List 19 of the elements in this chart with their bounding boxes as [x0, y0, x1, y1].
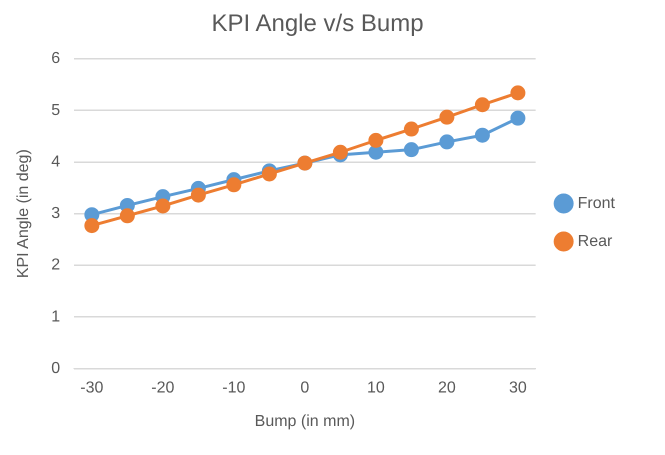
- x-tick-label: 30: [509, 380, 527, 397]
- y-axis-title: KPI Angle (in deg): [15, 149, 32, 278]
- chart-title: KPI Angle v/s Bump: [211, 10, 424, 38]
- y-tick-label: 5: [51, 102, 60, 119]
- x-tick-label: -10: [222, 380, 246, 397]
- y-tick-label: 4: [51, 153, 60, 170]
- legend-label: Front: [578, 194, 616, 212]
- y-tick-label: 2: [51, 256, 60, 274]
- x-tick-label: -30: [80, 380, 104, 397]
- x-axis-title: Bump (in mm): [254, 412, 356, 430]
- x-tick-label: 10: [366, 380, 385, 397]
- x-tick-label: -20: [151, 380, 175, 397]
- x-tick-label: 0: [300, 380, 310, 397]
- y-tick-label: 3: [51, 205, 60, 222]
- y-tick-label: 6: [51, 50, 60, 68]
- x-tick-label: 20: [438, 380, 456, 397]
- legend-label: Rear: [578, 232, 614, 250]
- y-tick-label: 1: [51, 308, 60, 326]
- y-tick-label: 0: [51, 360, 60, 378]
